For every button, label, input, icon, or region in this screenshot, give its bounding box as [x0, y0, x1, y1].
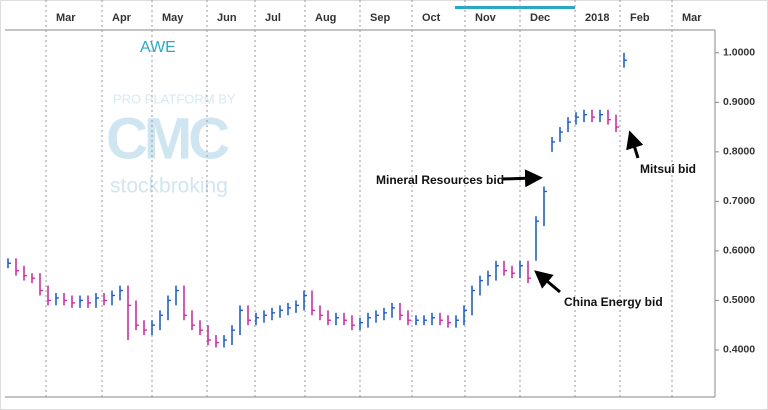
x-tick-label: Jul — [265, 12, 281, 24]
x-tick-label: Sep — [370, 12, 390, 24]
y-tick-label: 0.4000 — [723, 344, 755, 356]
y-tick-label: 0.5000 — [723, 294, 755, 306]
x-tick-label: Aug — [315, 12, 336, 24]
y-tick-label: 0.9000 — [723, 96, 755, 108]
watermark: PRO PLATFORM BY CMC stockbroking — [106, 91, 236, 197]
price-bars — [7, 52, 627, 348]
x-tick-label: Apr — [112, 12, 132, 24]
x-tick-label: 2018 — [585, 12, 609, 24]
watermark-text: PRO PLATFORM BY — [113, 91, 236, 106]
toolbar-bar — [455, 6, 575, 9]
watermark-logo: CMC — [106, 106, 229, 171]
annotation: Mineral Resources bid — [376, 173, 504, 187]
watermark-text: stockbroking — [110, 175, 228, 198]
chart-title: AWE — [140, 39, 176, 56]
annotation: Mitsui bid — [640, 162, 696, 176]
x-tick-label: Mar — [56, 12, 76, 24]
y-tick-label: 0.8000 — [723, 146, 755, 158]
annotation-arrow — [626, 130, 644, 159]
annotation-arrow — [502, 169, 543, 188]
x-tick-label: Dec — [530, 12, 550, 24]
annotation-arrow — [534, 270, 561, 294]
x-tick-label: Nov — [475, 12, 497, 24]
y-tick-label: 0.6000 — [723, 245, 755, 257]
y-tick-label: 1.0000 — [723, 47, 755, 59]
x-tick-label: Jun — [217, 12, 237, 24]
y-tick-label: 0.7000 — [723, 195, 755, 207]
x-tick-label: Mar — [682, 12, 702, 24]
x-tick-label: May — [162, 12, 184, 24]
annotation: China Energy bid — [564, 295, 663, 309]
x-tick-label: Oct — [422, 12, 441, 24]
x-tick-label: Feb — [630, 12, 650, 24]
